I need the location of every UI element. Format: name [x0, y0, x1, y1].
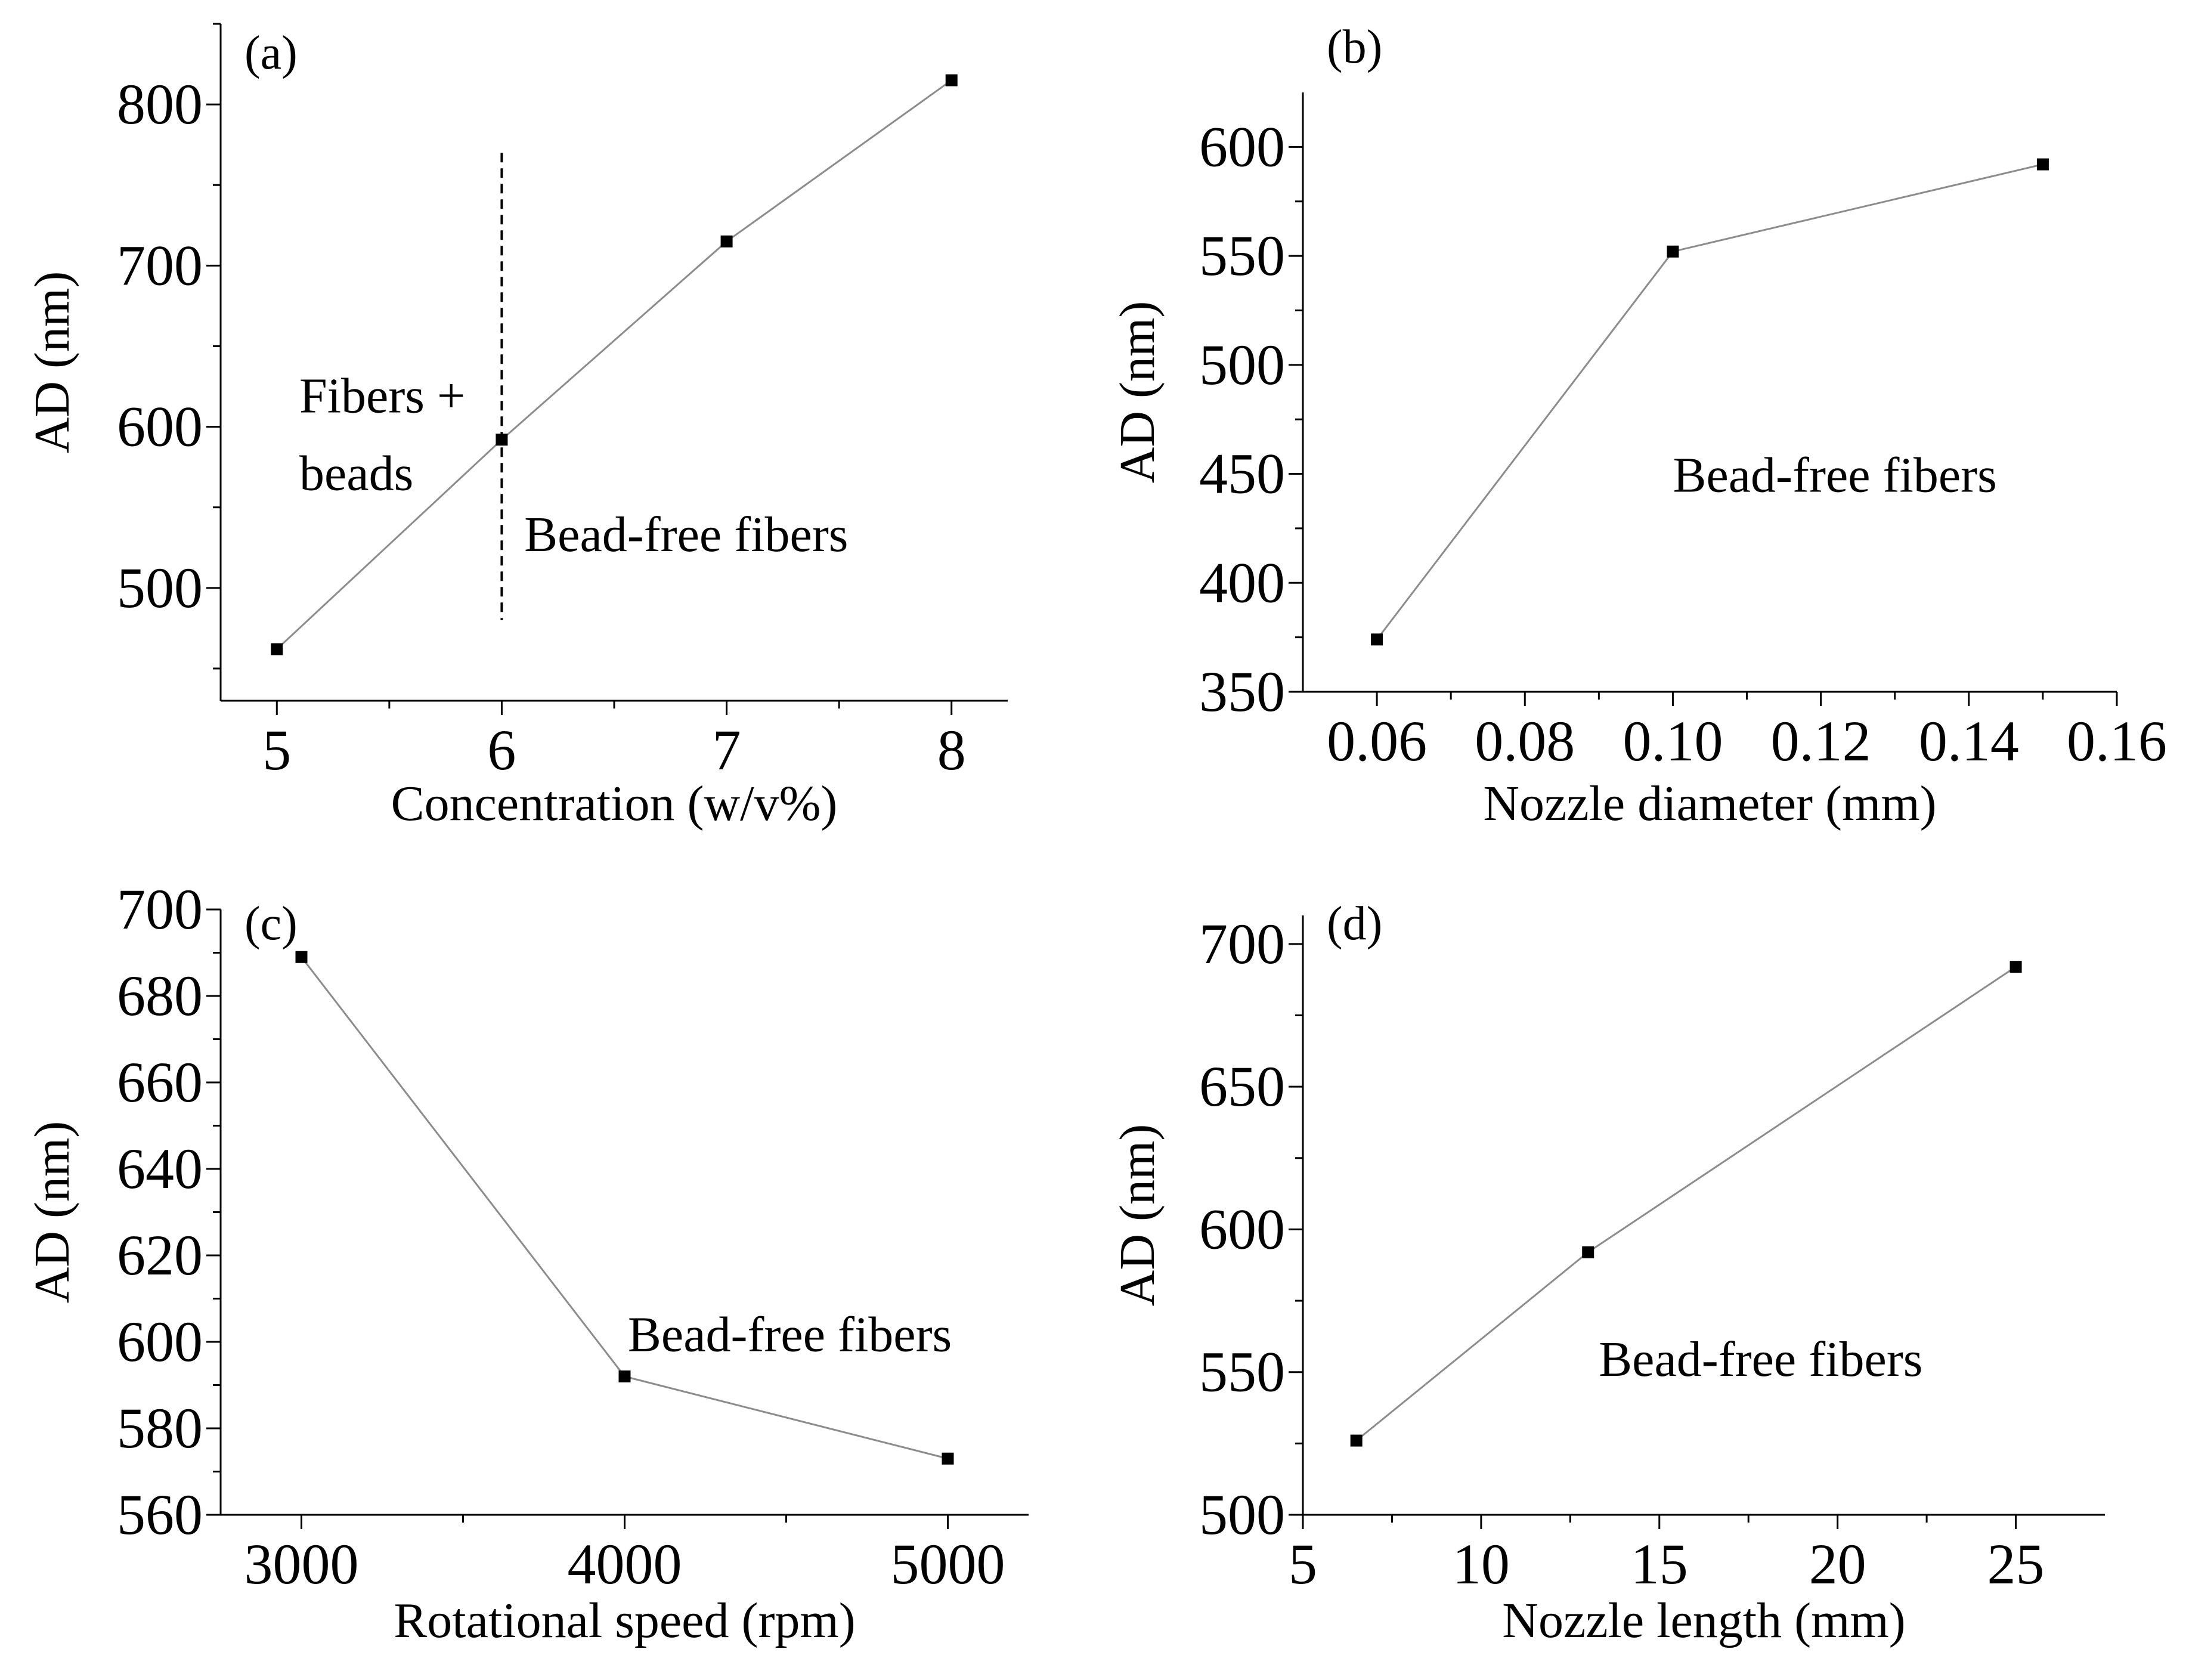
panel-c: 3000 4000 5000 560 580 600 620 640 660 680 700 Rota… [24, 877, 1029, 1648]
y-axis-title: AD (nm) [1110, 1124, 1165, 1307]
data-point [1667, 245, 1679, 258]
y-axis-title: AD (nm) [24, 271, 80, 454]
y-tick-label: 500 [117, 556, 203, 620]
x-tick-label: 25 [1987, 1532, 2045, 1596]
panel-label: (b) [1327, 21, 1382, 73]
y-tick-label: 680 [117, 964, 203, 1028]
y-tick-label: 700 [1199, 912, 1285, 976]
x-tick-label: 5 [1289, 1532, 1317, 1596]
panel-b: 0.06 0.08 0.10 0.12 0.14 0.16 350 400 450 500 550 6… [1110, 21, 2167, 831]
data-point [1582, 1246, 1594, 1258]
data-point [942, 1452, 954, 1465]
data-point [618, 1370, 631, 1382]
panel-label: (d) [1327, 898, 1382, 950]
data-point [945, 74, 958, 86]
x-tick-label: 5 [262, 718, 291, 782]
x-tick-label: 0.08 [1475, 709, 1575, 773]
y-tick-label: 620 [117, 1223, 203, 1287]
x-tick-label: 0.06 [1327, 709, 1427, 773]
x-tick-label: 0.12 [1771, 709, 1871, 773]
x-axis-title: Concentration (w/v%) [391, 776, 838, 831]
x-tick-label: 20 [1809, 1532, 1866, 1596]
annotation-text: Bead-free fibers [628, 1307, 952, 1363]
series-line [276, 79, 952, 650]
y-tick-label: 600 [117, 395, 203, 459]
y-tick-label: 500 [1199, 1483, 1285, 1546]
data-point [1371, 633, 1383, 646]
y-tick-label: 450 [1199, 442, 1285, 506]
annotation-text: beads [299, 445, 413, 501]
y-tick-label: 550 [1199, 224, 1285, 287]
data-point [2036, 158, 2049, 171]
x-tick-label: 0.14 [1919, 709, 2019, 773]
y-axis-title: AD (nm) [1110, 301, 1165, 484]
y-tick-label: 600 [1199, 1197, 1285, 1261]
x-tick-label: 10 [1453, 1532, 1510, 1596]
y-tick-label: 350 [1199, 660, 1285, 723]
data-point [2009, 961, 2022, 973]
x-tick-label: 6 [487, 718, 516, 782]
data-point [496, 434, 508, 446]
x-tick-label: 4000 [568, 1532, 682, 1596]
panel-label: (a) [244, 27, 298, 79]
data-point [271, 643, 283, 655]
y-tick-label: 550 [1199, 1340, 1285, 1404]
y-tick-label: 700 [117, 877, 203, 941]
y-tick-label: 600 [117, 1310, 203, 1373]
x-tick-label: 7 [713, 718, 741, 782]
y-axis-title: AD (nm) [24, 1121, 80, 1304]
y-tick-label: 560 [117, 1483, 203, 1546]
x-axis-title: Rotational speed (rpm) [394, 1593, 855, 1648]
y-tick-label: 660 [117, 1050, 203, 1114]
data-point [295, 951, 308, 963]
y-tick-label: 580 [117, 1396, 203, 1460]
annotation-text: Bead-free fibers [1673, 448, 1996, 503]
x-axis-title: Nozzle length (mm) [1502, 1593, 1905, 1648]
y-tick-label: 600 [1199, 115, 1285, 178]
data-point [720, 235, 733, 247]
x-tick-label: 0.16 [2067, 709, 2167, 773]
x-axis-title: Nozzle diameter (mm) [1483, 776, 1936, 831]
y-tick-label: 500 [1199, 333, 1285, 397]
x-tick-label: 8 [937, 718, 966, 782]
annotation-text: Bead-free fibers [524, 507, 848, 562]
y-tick-label: 800 [117, 72, 203, 136]
series-line [301, 956, 948, 1460]
y-tick-label: 640 [117, 1137, 203, 1201]
data-point [1350, 1434, 1363, 1447]
panel-d: 5 10 15 20 25 500 550 600 650 700 Nozzle length (m… [1110, 898, 2105, 1648]
y-tick-label: 650 [1199, 1054, 1285, 1118]
y-tick-label: 400 [1199, 550, 1285, 614]
annotation-text: Fibers + [299, 369, 465, 424]
x-tick-label: 5000 [891, 1532, 1005, 1596]
x-tick-label: 15 [1631, 1532, 1688, 1596]
x-tick-label: 3000 [244, 1532, 359, 1596]
y-tick-label: 700 [117, 233, 203, 297]
annotation-text: Bead-free fibers [1599, 1332, 1922, 1387]
x-tick-label: 0.10 [1623, 709, 1723, 773]
panel-a: 5 6 7 8 500 600 700 800 Concentration (w/v%) AD (… [24, 23, 1008, 831]
series-line [1376, 163, 2043, 641]
panel-label: (c) [244, 898, 298, 950]
